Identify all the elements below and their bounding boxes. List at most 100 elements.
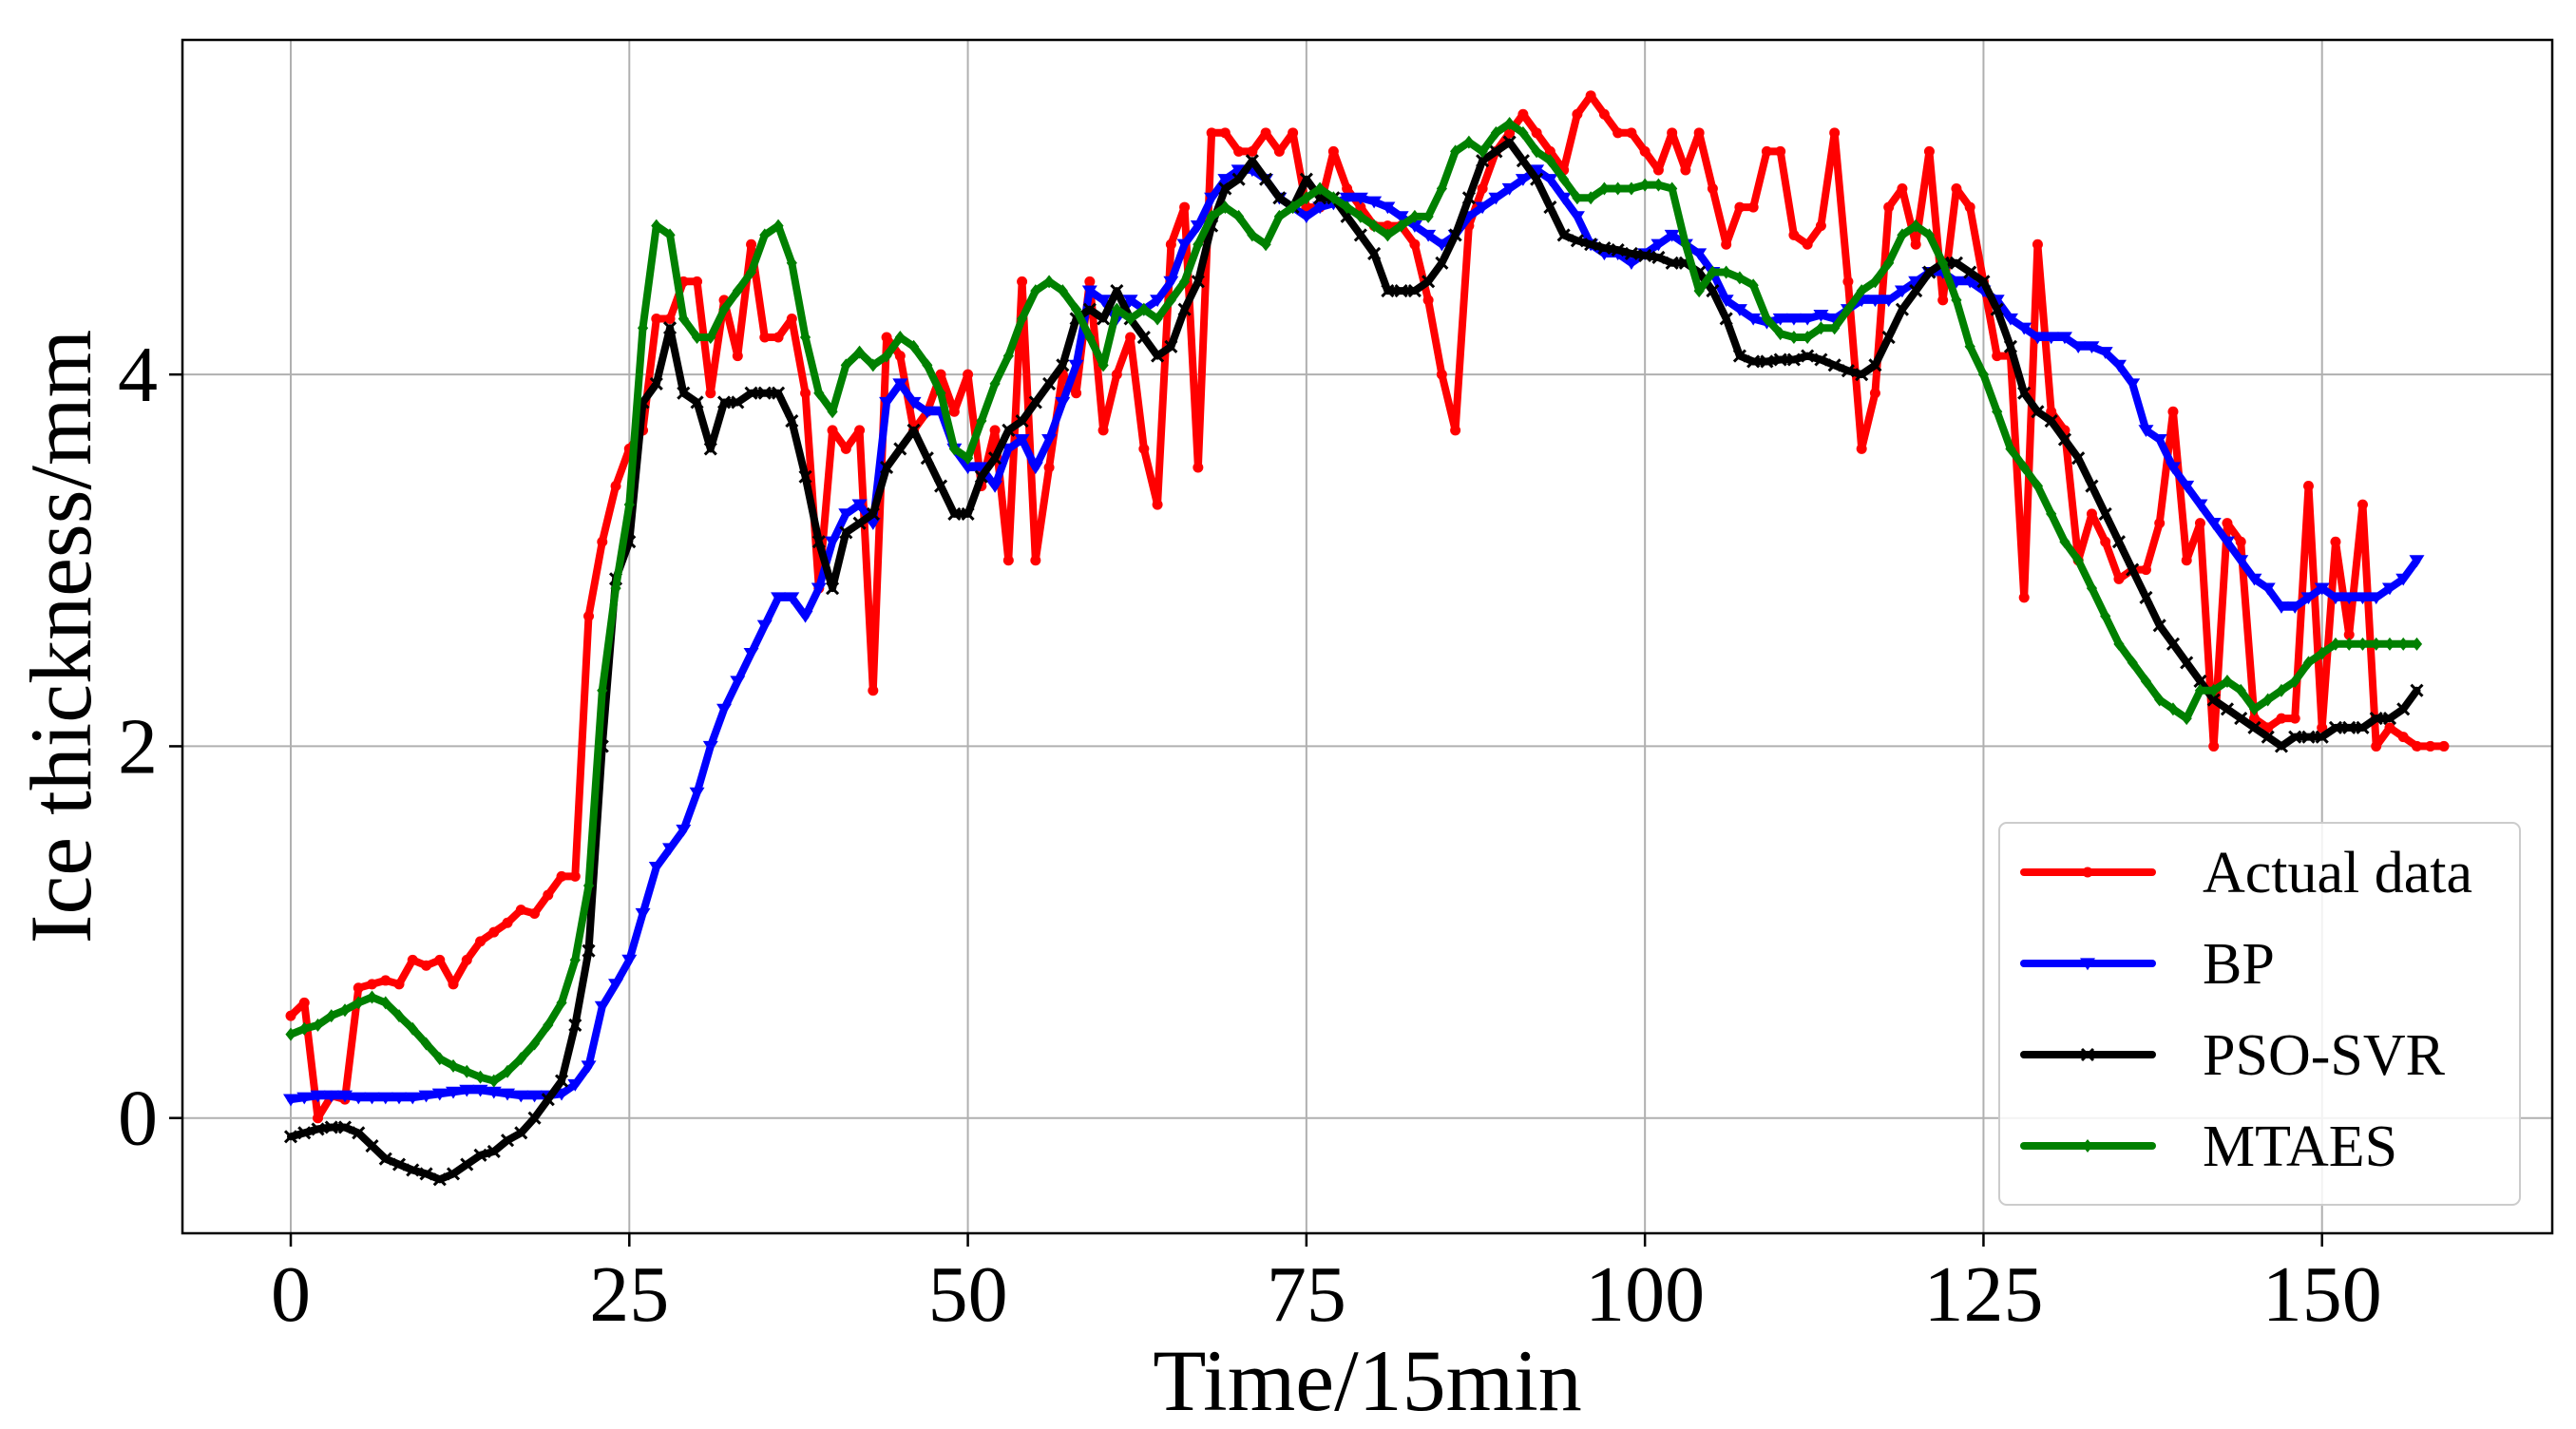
data-point-mtaes <box>799 331 811 345</box>
data-point-actual-data <box>2046 406 2057 417</box>
data-point-pso-svr <box>1218 181 1232 196</box>
data-point-pso-svr <box>432 1172 447 1187</box>
data-point-bp <box>608 979 624 992</box>
data-point-bp <box>1204 192 1220 205</box>
data-point-actual-data <box>1097 425 1109 436</box>
data-point-pso-svr <box>2126 562 2140 577</box>
data-point-actual-data <box>1030 555 1041 566</box>
data-point-actual-data <box>515 905 526 916</box>
data-point-actual-data <box>2276 713 2287 724</box>
data-point-pso-svr <box>852 516 867 530</box>
data-point-pso-svr <box>2044 413 2058 429</box>
data-point-bp <box>648 861 664 874</box>
data-point-actual-data <box>353 982 364 994</box>
data-point-pso-svr <box>554 1074 569 1088</box>
data-point-bp <box>1421 229 1437 242</box>
data-point-actual-data <box>1734 201 1746 213</box>
data-point-bp <box>1176 238 1193 252</box>
data-point-pso-svr <box>1814 352 1828 367</box>
data-point-mtaes <box>1138 302 1150 316</box>
legend-label: PSO-SVR <box>2203 1023 2446 1088</box>
data-point-mtaes <box>393 1009 405 1023</box>
data-point-bp <box>811 582 827 596</box>
data-point-bp <box>1014 434 1030 447</box>
data-point-bp <box>1339 192 1355 205</box>
data-point-pso-svr <box>1732 349 1746 363</box>
data-point-bp <box>676 824 692 837</box>
series-mtaes <box>285 117 2423 1088</box>
data-point-mtaes <box>1747 278 1759 293</box>
data-point-actual-data <box>1017 276 1028 287</box>
data-point-actual-data <box>583 610 595 621</box>
data-point-pso-svr <box>2071 451 2086 466</box>
data-point-pso-svr <box>1489 144 1503 159</box>
data-point-pso-svr <box>1082 302 1097 316</box>
data-point-actual-data <box>1667 127 1678 139</box>
data-point-actual-data <box>854 425 866 436</box>
data-point-pso-svr <box>1760 354 1774 369</box>
data-point-mtaes <box>1016 312 1028 326</box>
data-point-mtaes <box>353 996 364 1010</box>
data-point-bp <box>1190 220 1206 233</box>
data-point-actual-data <box>1138 443 1150 454</box>
data-point-mtaes <box>1409 209 1421 223</box>
data-point-mtaes <box>1558 172 1570 186</box>
data-point-actual-data <box>1206 127 1217 139</box>
data-point-bp <box>756 619 773 633</box>
data-point-pso-svr <box>1584 238 1598 252</box>
data-point-actual-data <box>1951 183 1962 195</box>
data-point-bp <box>1691 248 1708 261</box>
data-point-mtaes <box>1775 327 1786 341</box>
data-point-bp <box>377 1092 393 1105</box>
data-point-bp <box>1122 295 1138 308</box>
data-point-bp <box>2179 480 2195 493</box>
data-point-pso-svr <box>2261 730 2275 744</box>
data-point-actual-data <box>1436 369 1447 380</box>
data-point-actual-data <box>1707 183 1718 195</box>
data-point-actual-data <box>1964 201 1975 213</box>
data-point-pso-svr <box>2139 590 2153 604</box>
data-point-bp <box>2273 601 2289 614</box>
data-point-pso-svr <box>2003 339 2018 353</box>
data-point-bp <box>2056 332 2072 345</box>
data-point-mtaes <box>1193 238 1204 252</box>
data-point-pso-svr <box>1136 330 1151 345</box>
data-point-bp <box>1880 295 1897 308</box>
data-point-pso-svr <box>2382 712 2397 726</box>
data-point-pso-svr <box>1245 154 1259 168</box>
data-point-bp <box>851 499 868 512</box>
data-point-pso-svr <box>1801 349 1815 363</box>
data-point-pso-svr <box>2234 712 2248 726</box>
data-point-mtaes <box>1923 228 1936 242</box>
data-point-pso-svr <box>826 581 840 596</box>
data-point-actual-data <box>2194 518 2205 529</box>
data-point-actual-data <box>840 443 851 454</box>
data-point-bp <box>283 1094 299 1107</box>
data-point-pso-svr <box>460 1157 474 1172</box>
data-point-bp <box>2395 573 2412 586</box>
data-point-pso-svr <box>473 1148 487 1162</box>
grid-lines <box>182 40 2552 1233</box>
data-point-bp <box>351 1092 367 1105</box>
data-point-actual-data <box>1585 90 1596 102</box>
data-point-bp <box>784 592 800 605</box>
data-point-pso-svr <box>1367 246 1382 261</box>
data-point-mtaes <box>2302 656 2315 670</box>
data-point-mtaes <box>922 358 933 372</box>
data-point-mtaes <box>677 312 689 326</box>
data-point-mtaes <box>1707 265 1719 279</box>
data-point-mtaes <box>2317 646 2328 660</box>
data-point-pso-svr <box>527 1111 542 1125</box>
data-point-pso-svr <box>500 1134 515 1148</box>
data-point-mtaes <box>2235 683 2246 697</box>
data-point-bp <box>743 648 759 660</box>
data-point-mtaes <box>1517 125 1529 140</box>
data-point-pso-svr <box>582 943 596 958</box>
data-point-bp <box>2409 555 2425 567</box>
data-point-actual-data <box>2167 406 2179 417</box>
data-point-mtaes <box>407 1021 418 1036</box>
data-point-mtaes <box>1314 181 1326 196</box>
data-point-mtaes <box>759 228 771 242</box>
data-point-mtaes <box>1504 117 1516 131</box>
data-point-mtaes <box>1977 368 1990 382</box>
